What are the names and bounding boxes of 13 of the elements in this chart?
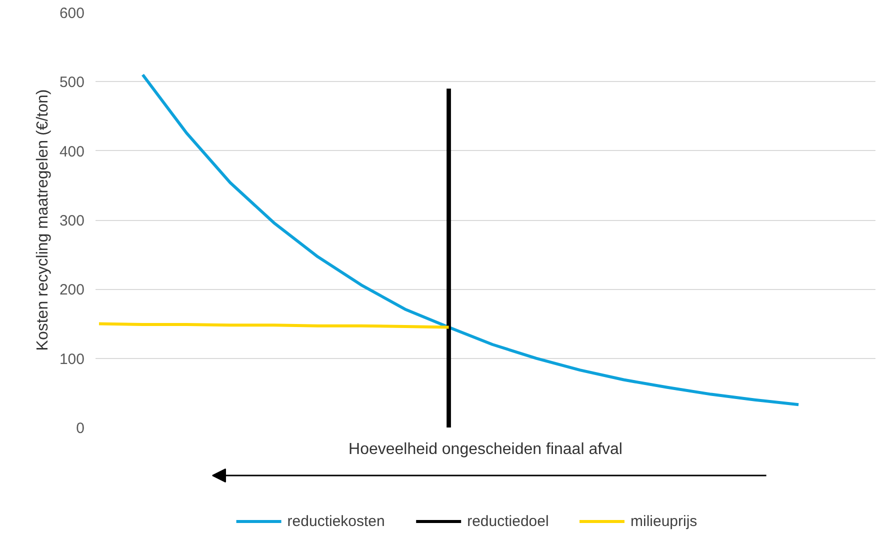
y-tick-label: 400 bbox=[59, 143, 85, 160]
y-tick-label: 0 bbox=[76, 420, 84, 437]
y-axis-title: Kosten recycling maatregelen (€/ton) bbox=[34, 89, 52, 351]
legend-label: reductiekosten bbox=[287, 513, 385, 530]
y-tick-label: 500 bbox=[59, 74, 85, 92]
x-axis-title: Hoeveelheid ongescheiden finaal afval bbox=[348, 441, 622, 458]
y-tick-label: 200 bbox=[59, 282, 85, 299]
y-tick-label: 600 bbox=[59, 5, 85, 22]
legend-label: reductiedoel bbox=[467, 513, 549, 530]
line-series bbox=[141, 73, 800, 406]
y-tick-label: 300 bbox=[59, 212, 85, 230]
y-tick-label: 100 bbox=[59, 350, 85, 368]
legend-label: milieuprijs bbox=[630, 513, 698, 530]
